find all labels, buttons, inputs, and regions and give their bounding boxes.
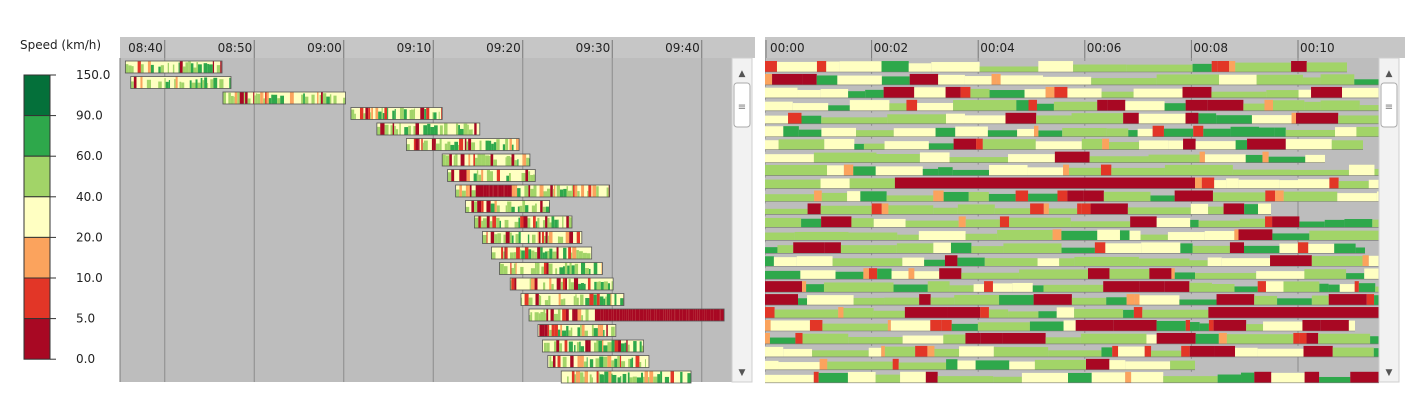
trip-bar[interactable] xyxy=(124,60,223,74)
trip-bar[interactable] xyxy=(765,371,1379,384)
legend-swatch xyxy=(23,236,51,279)
x-tick-label: 09:10 xyxy=(397,41,432,55)
trip-bar[interactable] xyxy=(376,122,481,136)
legend-swatch xyxy=(23,196,51,238)
trip-bar[interactable] xyxy=(765,190,1379,202)
scroll-thumb[interactable] xyxy=(1380,82,1398,128)
x-tick-label: 09:40 xyxy=(665,41,700,55)
legend-label: 20.0 xyxy=(76,230,103,244)
trip-bar[interactable] xyxy=(447,169,536,182)
trip-bar[interactable] xyxy=(455,184,610,198)
trip-bar[interactable] xyxy=(465,200,550,213)
x-tick-label: 08:50 xyxy=(218,41,253,55)
trip-bar[interactable] xyxy=(537,324,617,337)
trip-bar[interactable] xyxy=(499,262,603,275)
legend-label: 90.0 xyxy=(76,109,103,123)
legend-label: 5.0 xyxy=(76,312,95,326)
trip-bar[interactable] xyxy=(474,215,573,229)
trip-bar[interactable] xyxy=(765,307,1379,319)
trip-bar[interactable] xyxy=(765,138,1363,150)
trip-bar[interactable] xyxy=(765,358,1195,371)
trip-bar[interactable] xyxy=(765,164,1379,176)
x-tick-label: 00:08 xyxy=(1193,41,1228,55)
trip-bar[interactable] xyxy=(765,345,1379,358)
trip-bar[interactable] xyxy=(765,332,1379,345)
trip-bar[interactable] xyxy=(765,320,1355,332)
x-tick-label: 09:00 xyxy=(307,41,342,55)
legend-label: 150.0 xyxy=(76,68,110,82)
x-tick-label: 00:00 xyxy=(770,41,805,55)
trip-bar[interactable] xyxy=(765,99,1379,112)
trip-bar[interactable] xyxy=(765,125,1379,138)
trip-bar[interactable] xyxy=(560,370,692,384)
trip-bar[interactable] xyxy=(765,203,1271,215)
x-tick-label: 00:06 xyxy=(1087,41,1122,55)
legend-label: 40.0 xyxy=(76,190,103,204)
trip-bar[interactable] xyxy=(765,294,1379,306)
speed-legend: Speed (km/h) 150.0 90.0 60.0 40.0 20.0 10.0 5.… xyxy=(20,38,110,366)
legend-swatch xyxy=(23,74,51,117)
trip-bar[interactable] xyxy=(509,277,614,291)
relative-time-panel: 00:00 00:02 00:04 00:06 00:08 00:10 ▲ ≡ ▼ xyxy=(765,37,1405,384)
trip-bar[interactable] xyxy=(547,355,650,368)
trip-bar[interactable] xyxy=(222,91,346,105)
legend-swatch xyxy=(23,115,51,157)
trip-bar[interactable] xyxy=(765,242,1365,254)
trip-bar[interactable] xyxy=(542,339,644,353)
trip-bar[interactable] xyxy=(765,73,1379,86)
absolute-time-panel: 08:40 08:50 09:00 09:10 09:20 09:30 09:40 ▲ ≡ ▼ xyxy=(119,37,755,384)
legend-title: Speed (km/h) xyxy=(20,38,101,52)
left-plot-area xyxy=(120,58,732,382)
trip-bar[interactable] xyxy=(765,268,1379,280)
trip-bar[interactable] xyxy=(405,138,520,151)
scroll-up-icon[interactable]: ▲ xyxy=(739,69,746,79)
legend-label: 60.0 xyxy=(76,149,103,163)
scroll-thumb[interactable] xyxy=(733,82,751,128)
right-scrollbar[interactable]: ▲ ≡ ▼ xyxy=(1378,57,1400,383)
trip-bar[interactable] xyxy=(482,231,583,244)
x-tick-label: 09:20 xyxy=(486,41,521,55)
trip-bar[interactable] xyxy=(765,229,1379,241)
scroll-up-icon[interactable]: ▲ xyxy=(1386,69,1393,79)
trip-bar[interactable] xyxy=(350,107,443,120)
scroll-down-icon[interactable]: ▼ xyxy=(739,368,746,378)
scroll-down-icon[interactable]: ▼ xyxy=(1386,368,1393,378)
legend-swatch xyxy=(23,277,51,320)
legend-label: 0.0 xyxy=(76,352,95,366)
trip-bar[interactable] xyxy=(520,293,625,306)
legend-label: 10.0 xyxy=(76,271,103,285)
legend-swatch xyxy=(23,318,51,360)
trip-bar[interactable] xyxy=(765,61,1347,73)
trip-bar[interactable] xyxy=(765,281,1379,293)
trip-bar[interactable] xyxy=(491,246,593,260)
trip-bar[interactable] xyxy=(765,151,1325,163)
trip-bar[interactable] xyxy=(441,153,531,167)
trip-bar[interactable] xyxy=(765,86,1379,99)
legend-swatch xyxy=(23,155,51,198)
trip-bar[interactable] xyxy=(765,177,1379,189)
trip-bar[interactable] xyxy=(765,255,1379,267)
trip-bar[interactable] xyxy=(765,112,1379,125)
trip-bar[interactable] xyxy=(130,76,232,89)
left-scrollbar[interactable]: ▲ ≡ ▼ xyxy=(731,57,753,383)
x-tick-label: 00:04 xyxy=(980,41,1015,55)
x-tick-label: 00:10 xyxy=(1300,41,1335,55)
x-tick-label: 00:02 xyxy=(874,41,909,55)
scroll-grip-icon: ≡ xyxy=(738,102,746,113)
x-tick-label: 09:30 xyxy=(576,41,611,55)
scroll-grip-icon: ≡ xyxy=(1385,102,1393,113)
left-header-bar xyxy=(120,37,755,58)
x-tick-label: 08:40 xyxy=(128,41,163,55)
trip-bar[interactable] xyxy=(528,308,725,322)
trip-bar[interactable] xyxy=(765,216,1379,228)
